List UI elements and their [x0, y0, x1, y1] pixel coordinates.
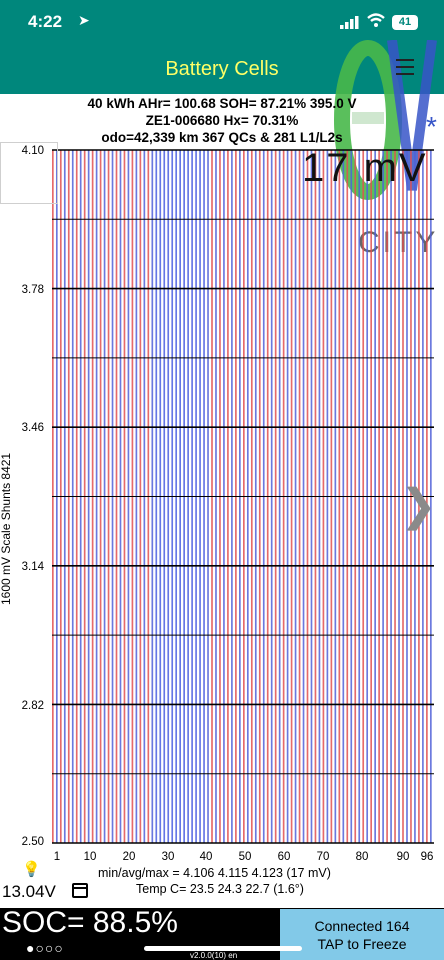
soc-readout: SOC= 88.5%	[2, 906, 178, 939]
x-tick: 60	[277, 851, 291, 863]
y-tick: 4.10	[21, 145, 44, 157]
x-tick: 40	[199, 851, 213, 863]
page-dots-icon[interactable]: ●○○○	[26, 940, 64, 956]
freeze-label: TAP to Freeze	[317, 936, 407, 952]
x-tick: 80	[355, 851, 369, 863]
lightbulb-icon[interactable]: 💡	[22, 861, 41, 878]
pack-voltage: 13.04V	[2, 882, 56, 901]
menu-icon[interactable]	[396, 54, 414, 80]
home-indicator[interactable]	[144, 946, 302, 951]
page-title: Battery Cells	[165, 58, 279, 80]
y-tick: 2.82	[21, 700, 44, 712]
summary-line-2: ZE1-006680 Hx= 70.31%	[145, 113, 299, 128]
freeze-region	[0, 142, 58, 204]
status-time: 4:22	[28, 12, 63, 31]
x-tick: 70	[316, 851, 330, 863]
y-tick: 3.46	[21, 422, 44, 434]
temperature-readout: Temp C= 23.5 24.3 22.7 (1.6°)	[136, 882, 304, 896]
calendar-icon[interactable]	[72, 883, 88, 898]
y-tick: 3.14	[21, 561, 44, 573]
freeze-button[interactable]: Connected 164 TAP to Freeze	[280, 909, 444, 960]
x-tick: 96	[420, 851, 434, 863]
x-tick: 10	[83, 851, 97, 863]
svg-text:*: *	[426, 111, 437, 142]
y-tick: 3.78	[21, 284, 44, 296]
summary-line-3: odo=42,339 km 367 QCs & 281 L1/L2s	[101, 130, 343, 145]
x-tick: 20	[122, 851, 136, 863]
battery-indicator: 41	[392, 15, 418, 30]
location-arrow-icon: ➤	[78, 12, 90, 28]
cell-voltage-chart[interactable]	[0, 0, 444, 860]
signal-icon	[340, 16, 359, 29]
cell-stats: min/avg/max = 4.106 4.115 4.123 (17 mV)	[98, 866, 331, 880]
x-tick: 50	[238, 851, 252, 863]
x-tick: 1	[53, 851, 61, 863]
summary-line-1: 40 kWh AHr= 100.68 SOH= 87.21% 395.0 V	[87, 96, 357, 111]
y-tick: 2.50	[21, 836, 44, 848]
status-bar: 4:22 ➤ 41	[0, 0, 444, 44]
chevron-right-icon[interactable]: ❯	[400, 481, 437, 530]
y-axis-label: 1600 mV Scale Shunts 8421	[0, 452, 13, 605]
x-tick: 90	[396, 851, 410, 863]
cell-spread-voltage: 17 mV	[302, 146, 428, 190]
x-tick: 30	[161, 851, 175, 863]
wifi-icon	[367, 13, 385, 27]
connection-status: Connected 164	[314, 918, 410, 934]
app-version: v2.0.0(10) en	[190, 951, 238, 960]
